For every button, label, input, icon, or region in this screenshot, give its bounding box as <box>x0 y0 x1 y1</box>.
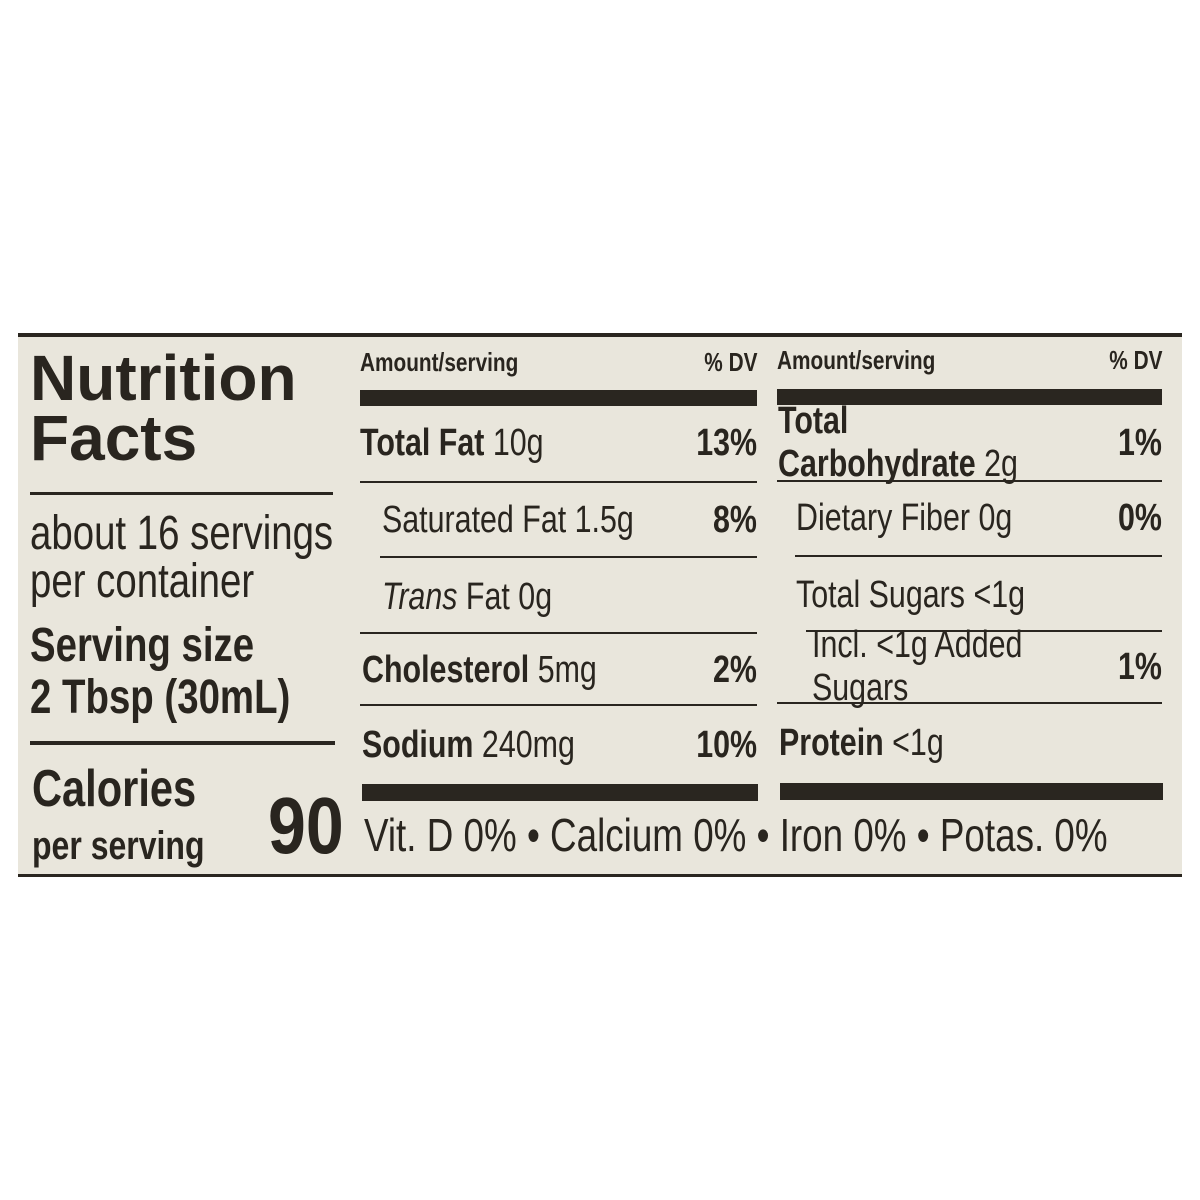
thick-bar <box>362 784 758 801</box>
amount-header: Amount/serving <box>360 346 519 377</box>
thick-bar <box>360 390 757 406</box>
title-line2: Facts <box>30 402 198 474</box>
nutrient-row-dietary-fiber: Dietary Fiber 0g 0% <box>796 496 1162 540</box>
nutrient-name: Total Carbohydrate <box>778 400 976 485</box>
nutrient-dv: 2% <box>713 648 757 691</box>
nutrient-row-saturated-fat: Saturated Fat 1.5g 8% <box>382 498 757 542</box>
nutrient-row-cholesterol: Cholesterol 5mg 2% <box>362 648 757 692</box>
vitamins-minerals: Vit. D 0% • Calcium 0% • Iron 0% • Potas… <box>364 808 1200 862</box>
nutrient-name: Total Sugars <box>796 573 965 616</box>
nutrient-amount: 5mg <box>537 648 597 691</box>
nutrient-dv: 1% <box>1118 645 1162 688</box>
calories-sub: per serving <box>32 824 205 868</box>
left-table-header: Amount/serving % DV <box>360 340 757 384</box>
nutrient-row-sodium: Sodium 240mg 10% <box>362 723 757 767</box>
nutrient-name: Total Fat <box>360 421 485 464</box>
servings-line1: about 16 servings <box>30 507 334 560</box>
nutrient-row-protein: Protein <1g <box>779 721 1162 765</box>
nutrient-amount: <1g <box>973 573 1026 616</box>
nutrient-name: Saturated Fat <box>382 498 567 541</box>
nutrient-row-trans-fat: Trans Fat 0g <box>382 575 757 619</box>
nutrient-name: Trans <box>382 575 458 618</box>
nutrient-amount: 0g <box>518 575 553 618</box>
serving-size-label: Serving size <box>30 619 255 672</box>
right-table-header: Amount/serving % DV <box>777 338 1162 382</box>
thick-bar <box>780 783 1163 800</box>
nutrient-amount: 1.5g <box>574 498 634 541</box>
nutrient-row-total-carbohydrate: Total Carbohydrate 2g 1% <box>778 400 1162 485</box>
nutrient-row-total-sugars: Total Sugars <1g <box>796 573 1162 617</box>
nutrient-dv: 0% <box>1118 496 1162 539</box>
divider <box>360 632 757 634</box>
nutrient-row-added-sugars: Incl. <1g Added Sugars 1% <box>812 624 1162 709</box>
nutrient-dv: 8% <box>713 498 757 541</box>
nutrient-amount: 240mg <box>481 723 575 766</box>
nutrient-name: Dietary Fiber <box>796 496 970 539</box>
nutrient-dv: 10% <box>696 723 757 766</box>
divider <box>360 481 757 483</box>
divider <box>30 492 333 495</box>
nutrient-name: Protein <box>779 721 884 764</box>
divider <box>777 480 1162 482</box>
nutrient-name: Incl. <1g Added Sugars <box>812 624 1023 709</box>
title: Nutrition Facts <box>30 342 297 474</box>
nutrient-row-total-fat: Total Fat 10g 13% <box>360 421 757 465</box>
nutrient-name: Cholesterol <box>362 648 530 691</box>
thick-bar <box>777 389 1162 405</box>
divider <box>360 704 757 706</box>
servings-line2: per container <box>30 555 255 608</box>
servings-per-container: about 16 servings per container <box>30 510 409 606</box>
serving-size: Serving size 2 Tbsp (30mL) <box>30 620 355 724</box>
nutrient-amount: <1g <box>892 721 944 764</box>
amount-header: Amount/serving <box>777 344 936 375</box>
calories-value: 90 <box>268 781 344 870</box>
nutrient-name: Sodium <box>362 723 474 766</box>
divider <box>795 555 1162 557</box>
calories-label: Calories per serving <box>32 760 248 879</box>
calories-title: Calories <box>32 760 197 818</box>
nutrient-dv: 1% <box>1118 421 1162 464</box>
title-line1: Nutrition <box>30 342 297 414</box>
nutrient-dv: 13% <box>696 421 757 464</box>
divider <box>777 702 1162 704</box>
divider <box>806 630 1162 632</box>
footer-text: Vit. D 0% • Calcium 0% • Iron 0% • Potas… <box>364 809 1108 861</box>
serving-size-value: 2 Tbsp (30mL) <box>30 671 291 724</box>
nutrient-amount: 10g <box>492 421 544 464</box>
nutrient-name-rest: Fat <box>465 575 510 618</box>
dv-header: % DV <box>703 346 757 377</box>
nutrient-amount: 2g <box>984 443 1018 485</box>
divider <box>380 556 757 558</box>
nutrient-amount: 0g <box>978 496 1013 539</box>
divider <box>30 741 335 745</box>
dv-header: % DV <box>1108 344 1162 375</box>
